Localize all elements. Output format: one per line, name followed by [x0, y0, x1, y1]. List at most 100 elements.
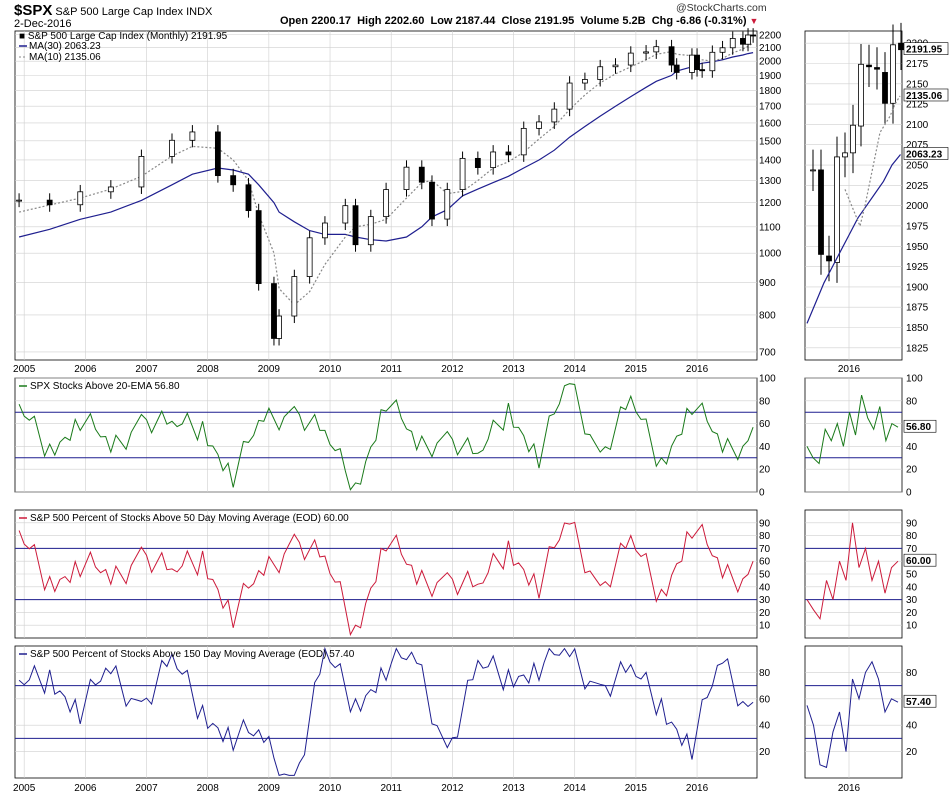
price-y-tick-1400: 1400	[759, 155, 782, 166]
inset-series-line-pct150	[806, 660, 899, 769]
series-line-pct50	[18, 521, 754, 637]
candle-body-2014-09	[612, 64, 619, 68]
inset-y-tick-pct150-20: 20	[906, 747, 918, 758]
date-label: 2-Dec-2016	[14, 18, 72, 30]
price-y-tick-1500: 1500	[759, 136, 782, 147]
down-triangle-icon: ▼	[749, 16, 759, 26]
x-tick-label-bottom-2006: 2006	[74, 783, 97, 794]
inset-y-tick-ema20-80: 80	[906, 396, 918, 407]
ma10-line	[18, 42, 754, 306]
candle-body-2008-11	[255, 210, 262, 284]
candle-body-2014-12	[627, 52, 634, 66]
candle-body-2005-06	[46, 199, 53, 206]
x-tick-label-bottom-2007: 2007	[135, 783, 158, 794]
x-tick-label-bottom-2015: 2015	[625, 783, 648, 794]
inset-price-y-tick-1925: 1925	[906, 262, 929, 273]
x-tick-label-2012: 2012	[441, 364, 464, 375]
y-tick-pct50-80: 80	[759, 531, 771, 542]
candle-body-2016-01	[694, 54, 700, 70]
candle-body-2004-12	[16, 199, 22, 202]
price-y-tick-900: 900	[759, 278, 776, 289]
candle-body-2011-12	[444, 189, 451, 220]
inset-x-tick-label-bottom: 2016	[838, 783, 861, 794]
price-y-tick-1900: 1900	[759, 71, 782, 82]
price-y-tick-1100: 1100	[759, 222, 781, 233]
last-value-ema20: 56.80	[906, 422, 931, 433]
candle-body-2016-11	[745, 34, 751, 45]
series-line-pct150	[18, 646, 754, 777]
high-label: High	[357, 15, 382, 27]
candle-body-2008-06	[230, 175, 237, 186]
price-y-tick-800: 800	[759, 310, 776, 321]
price-y-tick-1700: 1700	[759, 102, 782, 113]
open-value: 2200.17	[311, 15, 351, 27]
y-tick-pct50-60: 60	[759, 557, 771, 568]
inset-price-y-tick-1975: 1975	[906, 221, 929, 232]
inset-y-tick-ema20-100: 100	[906, 374, 923, 385]
y-tick-pct50-30: 30	[759, 595, 771, 606]
price-title: ■ S&P 500 Large Cap Index (Monthly) 2191…	[19, 31, 228, 42]
candle-body-2016-12	[750, 34, 757, 37]
y-tick-pct150-20: 20	[759, 747, 771, 758]
candle-body-2015-12	[689, 54, 695, 73]
x-tick-label-2005: 2005	[13, 364, 36, 375]
panel-frame-price	[14, 30, 758, 361]
inset-price-y-tick-1825: 1825	[906, 343, 929, 354]
y-tick-ema20-20: 20	[759, 465, 771, 476]
candle-body-2015-05	[653, 46, 660, 53]
inset-y-tick-pct50-70: 70	[906, 544, 918, 555]
inset-frame-pct150	[804, 645, 903, 779]
x-tick-label-bottom-2012: 2012	[441, 783, 464, 794]
inset-price-y-tick-1950: 1950	[906, 242, 929, 253]
inset-price-y-tick-2150: 2150	[906, 79, 929, 90]
y-tick-ema20-60: 60	[759, 419, 771, 430]
x-tick-label-bottom-2016: 2016	[686, 783, 709, 794]
price-y-tick-1800: 1800	[759, 86, 782, 97]
inset-ma30-tag-box	[903, 147, 949, 160]
inset-ma30-line	[806, 154, 901, 324]
close-label: Close	[501, 15, 532, 27]
inset-y-tick-pct50-50: 50	[906, 570, 918, 581]
x-tick-label-2013: 2013	[502, 364, 525, 375]
candle-body-2012-03	[459, 157, 466, 190]
inset-y-tick-pct50-40: 40	[906, 582, 918, 593]
candle-body-2016-04	[709, 51, 716, 72]
inset-ma10-line	[844, 95, 901, 228]
inset-candle-body-4	[842, 152, 848, 158]
candle-body-2013-03	[520, 127, 527, 156]
inset-y-tick-pct50-20: 20	[906, 608, 918, 619]
y-tick-ema20-80: 80	[759, 396, 771, 407]
inset-price-y-tick-2000: 2000	[906, 201, 929, 212]
y-tick-ema20-0: 0	[759, 488, 765, 499]
inset-candle-body-10	[890, 44, 896, 104]
last-value-pct150: 57.40	[906, 697, 931, 708]
inset-series-line-ema20	[806, 394, 899, 465]
legend-ma30-label: MA(30) 2063.23	[29, 41, 101, 52]
volume-label: Volume	[580, 15, 620, 27]
candle-body-2011-04	[403, 166, 410, 190]
x-tick-label-bottom-2008: 2008	[197, 783, 220, 794]
panel-title-pct150: S&P 500 Percent of Stocks Above 150 Day …	[30, 649, 355, 660]
open-label: Open	[280, 15, 309, 27]
y-tick-pct150-40: 40	[759, 721, 771, 732]
candle-body-2016-10	[740, 38, 746, 45]
inset-y-tick-pct50-30: 30	[906, 595, 918, 606]
index-name: S&P 500 Large Cap Index	[55, 6, 184, 18]
inset-x-tick-label: 2016	[838, 364, 861, 375]
x-tick-label-bottom-2010: 2010	[319, 783, 342, 794]
x-tick-label-2009: 2009	[258, 364, 281, 375]
candle-body-2010-04	[342, 205, 349, 224]
price-y-tick-1000: 1000	[759, 249, 782, 260]
candle-body-2006-06	[107, 186, 114, 193]
x-tick-label-2016: 2016	[686, 364, 709, 375]
last-value-box-pct50	[903, 553, 937, 567]
y-tick-ema20-100: 100	[759, 374, 776, 385]
x-tick-label-bottom-2011: 2011	[380, 783, 402, 794]
y-tick-pct50-20: 20	[759, 608, 771, 619]
inset-y-tick-ema20-0: 0	[906, 488, 912, 499]
candle-body-2016-02	[699, 69, 706, 72]
inset-y-tick-pct50-10: 10	[906, 621, 918, 632]
inset-price-y-tick-1875: 1875	[906, 303, 929, 314]
inset-price-y-tick-1850: 1850	[906, 323, 929, 334]
